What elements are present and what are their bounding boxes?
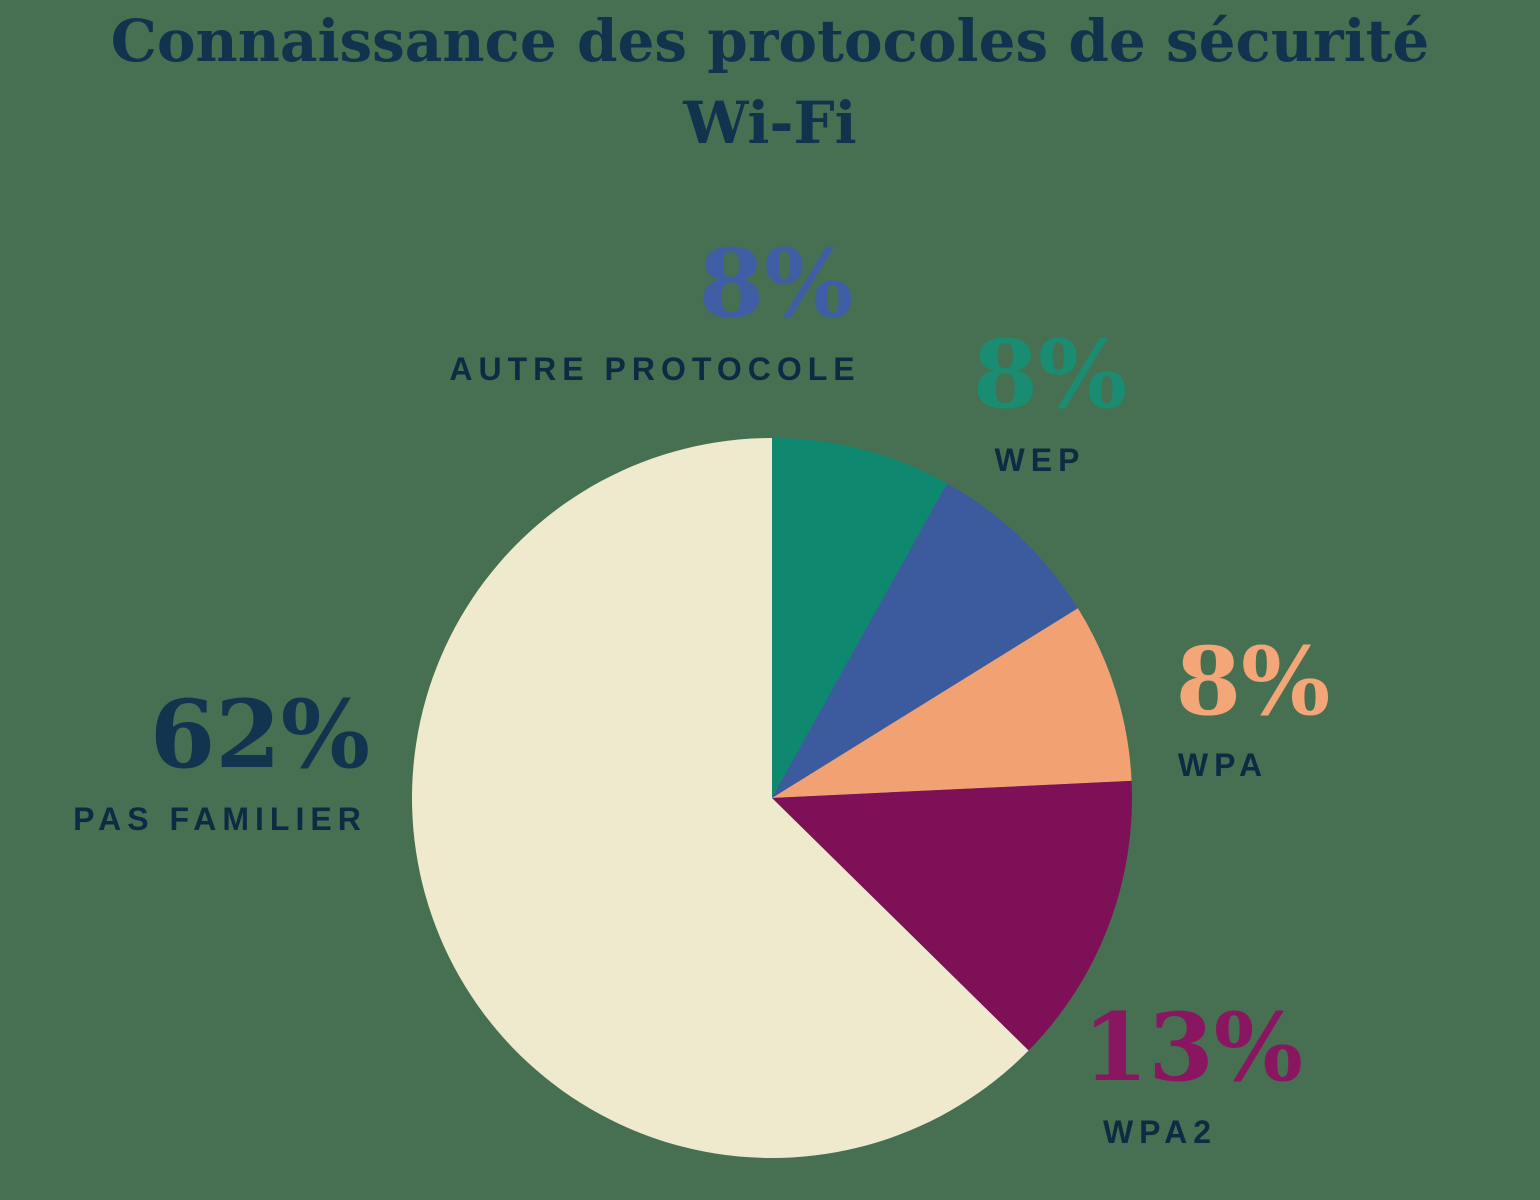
percent-value-pas-familier: 62%: [149, 680, 371, 790]
chart-title-line2: Wi-Fi: [683, 89, 857, 157]
slice-label-pas-familier: PAS FAMILIER: [73, 801, 367, 837]
percent-value-autre-protocole: 8%: [698, 229, 854, 339]
pie-chart: [412, 438, 1132, 1158]
pie-slice-wep: [772, 438, 948, 798]
pie-slice-autre-protocole: [772, 483, 1078, 798]
slice-label-wpa2: WPA2: [1102, 1114, 1218, 1150]
pie-slice-wpa: [772, 608, 1132, 798]
percent-value-wep: 8%: [972, 320, 1128, 430]
pie-slice-wpa2: [772, 780, 1132, 1051]
percent-value-wpa: 8%: [1175, 627, 1331, 737]
slice-label-wep: WEP: [994, 442, 1086, 478]
chart-title: Connaissance des protocoles de sécurité …: [0, 0, 1540, 164]
slice-label-autre-protocole: AUTRE PROTOCOLE: [449, 351, 861, 387]
pie-slice-pas-familier: [412, 438, 1029, 1158]
slice-label-wpa: WPA: [1177, 747, 1269, 783]
percent-value-wpa2: 13%: [1082, 993, 1304, 1103]
chart-title-line1: Connaissance des protocoles de sécurité: [110, 7, 1430, 75]
